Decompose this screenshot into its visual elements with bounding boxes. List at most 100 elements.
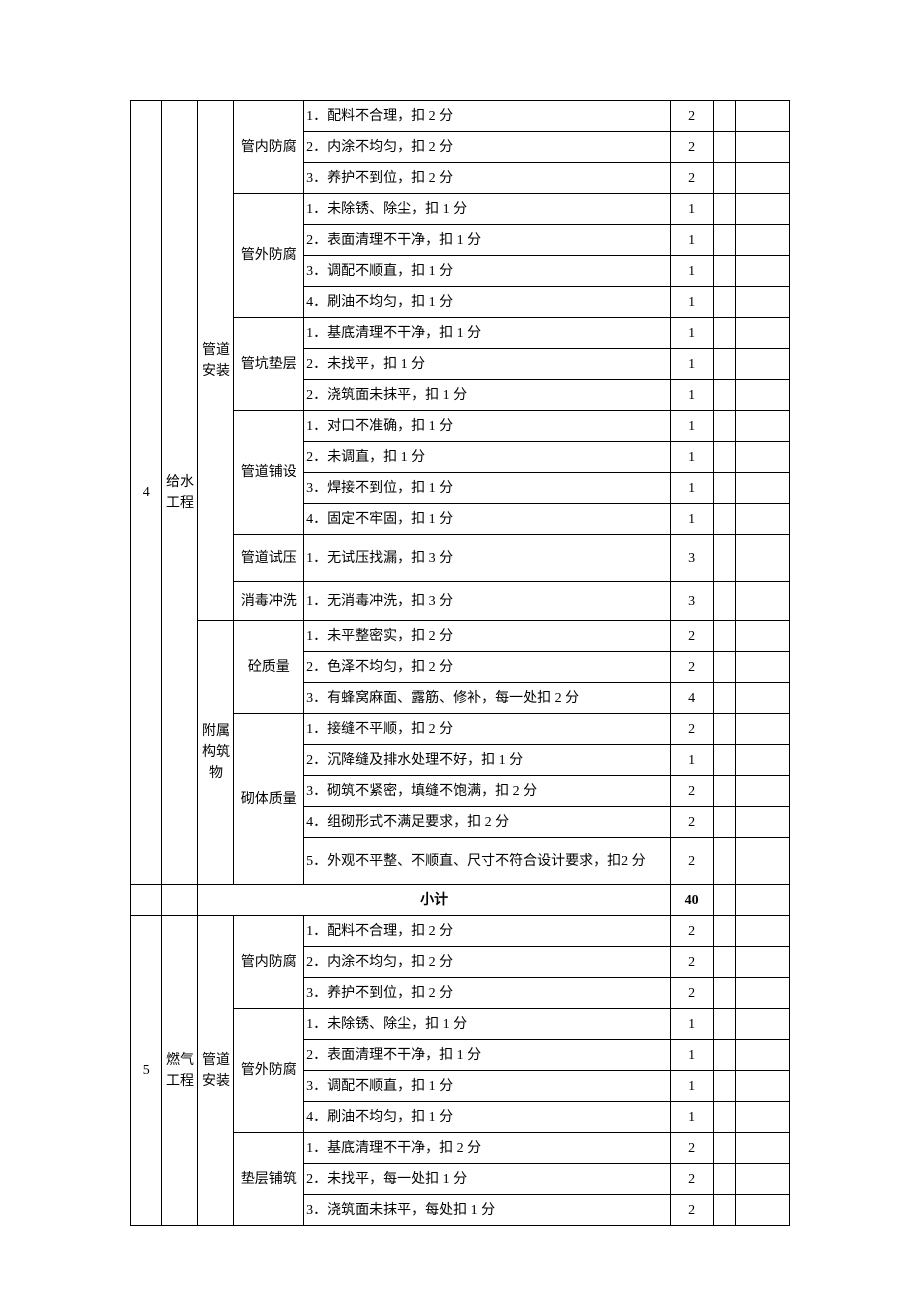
empty-cell	[735, 1133, 789, 1164]
criteria-desc: 3．调配不顺直，扣 1 分	[304, 1071, 671, 1102]
empty-cell	[735, 132, 789, 163]
empty-cell	[713, 947, 735, 978]
criteria-desc: 2．未找平，扣 1 分	[304, 349, 671, 380]
score-value: 1	[670, 256, 713, 287]
score-value: 2	[670, 714, 713, 745]
item-label: 管道试压	[234, 535, 304, 582]
empty-cell	[713, 318, 735, 349]
score-value: 1	[670, 1071, 713, 1102]
empty-cell	[713, 621, 735, 652]
empty-cell	[735, 916, 789, 947]
criteria-desc: 1．对口不准确，扣 1 分	[304, 411, 671, 442]
criteria-desc: 4．固定不牢固，扣 1 分	[304, 504, 671, 535]
empty-cell	[713, 225, 735, 256]
subgroup-label: 管道安装	[198, 916, 234, 1226]
subtotal-row: 小计 40	[131, 885, 790, 916]
score-value: 1	[670, 473, 713, 504]
criteria-desc: 1．无试压找漏，扣 3 分	[304, 535, 671, 582]
table-row: 附属构筑物 砼质量 1．未平整密实，扣 2 分 2	[131, 621, 790, 652]
criteria-desc: 3．砌筑不紧密，填缝不饱满，扣 2 分	[304, 776, 671, 807]
empty-cell	[713, 714, 735, 745]
score-value: 1	[670, 380, 713, 411]
score-value: 2	[670, 776, 713, 807]
criteria-desc: 3．养护不到位，扣 2 分	[304, 978, 671, 1009]
criteria-desc: 4．刷油不均匀，扣 1 分	[304, 287, 671, 318]
score-value: 1	[670, 349, 713, 380]
empty-cell	[735, 683, 789, 714]
empty-cell	[713, 473, 735, 504]
empty-cell	[713, 535, 735, 582]
empty-cell	[735, 473, 789, 504]
empty-cell	[735, 411, 789, 442]
empty-cell	[713, 132, 735, 163]
empty-cell	[735, 349, 789, 380]
criteria-desc: 2．沉降缝及排水处理不好，扣 1 分	[304, 745, 671, 776]
criteria-desc: 1．配料不合理，扣 2 分	[304, 101, 671, 132]
item-label: 管内防腐	[234, 916, 304, 1009]
empty-cell	[735, 582, 789, 621]
item-label: 管道铺设	[234, 411, 304, 535]
empty-cell	[735, 256, 789, 287]
empty-cell	[735, 807, 789, 838]
empty-cell	[162, 885, 198, 916]
empty-cell	[713, 287, 735, 318]
empty-cell	[713, 916, 735, 947]
empty-cell	[735, 225, 789, 256]
empty-cell	[713, 683, 735, 714]
subtotal-score: 40	[670, 885, 713, 916]
score-value: 1	[670, 745, 713, 776]
empty-cell	[713, 807, 735, 838]
category-label: 给水工程	[162, 101, 198, 885]
criteria-desc: 2．表面清理不干净，扣 1 分	[304, 225, 671, 256]
empty-cell	[735, 885, 789, 916]
subgroup-label: 附属构筑物	[198, 621, 234, 885]
empty-cell	[713, 1009, 735, 1040]
criteria-desc: 2．未找平，每一处扣 1 分	[304, 1164, 671, 1195]
criteria-desc: 3．有蜂窝麻面、露筋、修补，每一处扣 2 分	[304, 683, 671, 714]
empty-cell	[713, 885, 735, 916]
criteria-desc: 3．浇筑面未抹平，每处扣 1 分	[304, 1195, 671, 1226]
empty-cell	[735, 504, 789, 535]
score-value: 1	[670, 225, 713, 256]
empty-cell	[713, 256, 735, 287]
criteria-desc: 4．刷油不均匀，扣 1 分	[304, 1102, 671, 1133]
item-label: 砌体质量	[234, 714, 304, 885]
empty-cell	[735, 1164, 789, 1195]
empty-cell	[735, 947, 789, 978]
empty-cell	[713, 776, 735, 807]
criteria-desc: 1．未平整密实，扣 2 分	[304, 621, 671, 652]
empty-cell	[735, 652, 789, 683]
criteria-desc: 5．外观不平整、不顺直、尺寸不符合设计要求，扣2 分	[304, 838, 671, 885]
criteria-desc: 1．接缝不平顺，扣 2 分	[304, 714, 671, 745]
score-value: 3	[670, 535, 713, 582]
score-value: 2	[670, 101, 713, 132]
criteria-desc: 1．无消毒冲洗，扣 3 分	[304, 582, 671, 621]
empty-cell	[713, 1164, 735, 1195]
empty-cell	[713, 745, 735, 776]
empty-cell	[735, 838, 789, 885]
score-value: 1	[670, 504, 713, 535]
criteria-desc: 3．养护不到位，扣 2 分	[304, 163, 671, 194]
empty-cell	[713, 411, 735, 442]
criteria-desc: 2．未调直，扣 1 分	[304, 442, 671, 473]
score-value: 2	[670, 652, 713, 683]
empty-cell	[735, 318, 789, 349]
score-value: 2	[670, 1133, 713, 1164]
score-value: 2	[670, 1195, 713, 1226]
empty-cell	[735, 1040, 789, 1071]
empty-cell	[735, 442, 789, 473]
criteria-desc: 1．基底清理不干净，扣 1 分	[304, 318, 671, 349]
score-value: 1	[670, 1040, 713, 1071]
empty-cell	[735, 163, 789, 194]
empty-cell	[713, 1071, 735, 1102]
row-number: 4	[131, 101, 162, 885]
empty-cell	[713, 194, 735, 225]
empty-cell	[735, 745, 789, 776]
criteria-desc: 3．焊接不到位，扣 1 分	[304, 473, 671, 504]
criteria-desc: 2．内涂不均匀，扣 2 分	[304, 947, 671, 978]
empty-cell	[713, 1133, 735, 1164]
score-value: 2	[670, 132, 713, 163]
empty-cell	[713, 101, 735, 132]
score-value: 2	[670, 916, 713, 947]
empty-cell	[735, 978, 789, 1009]
